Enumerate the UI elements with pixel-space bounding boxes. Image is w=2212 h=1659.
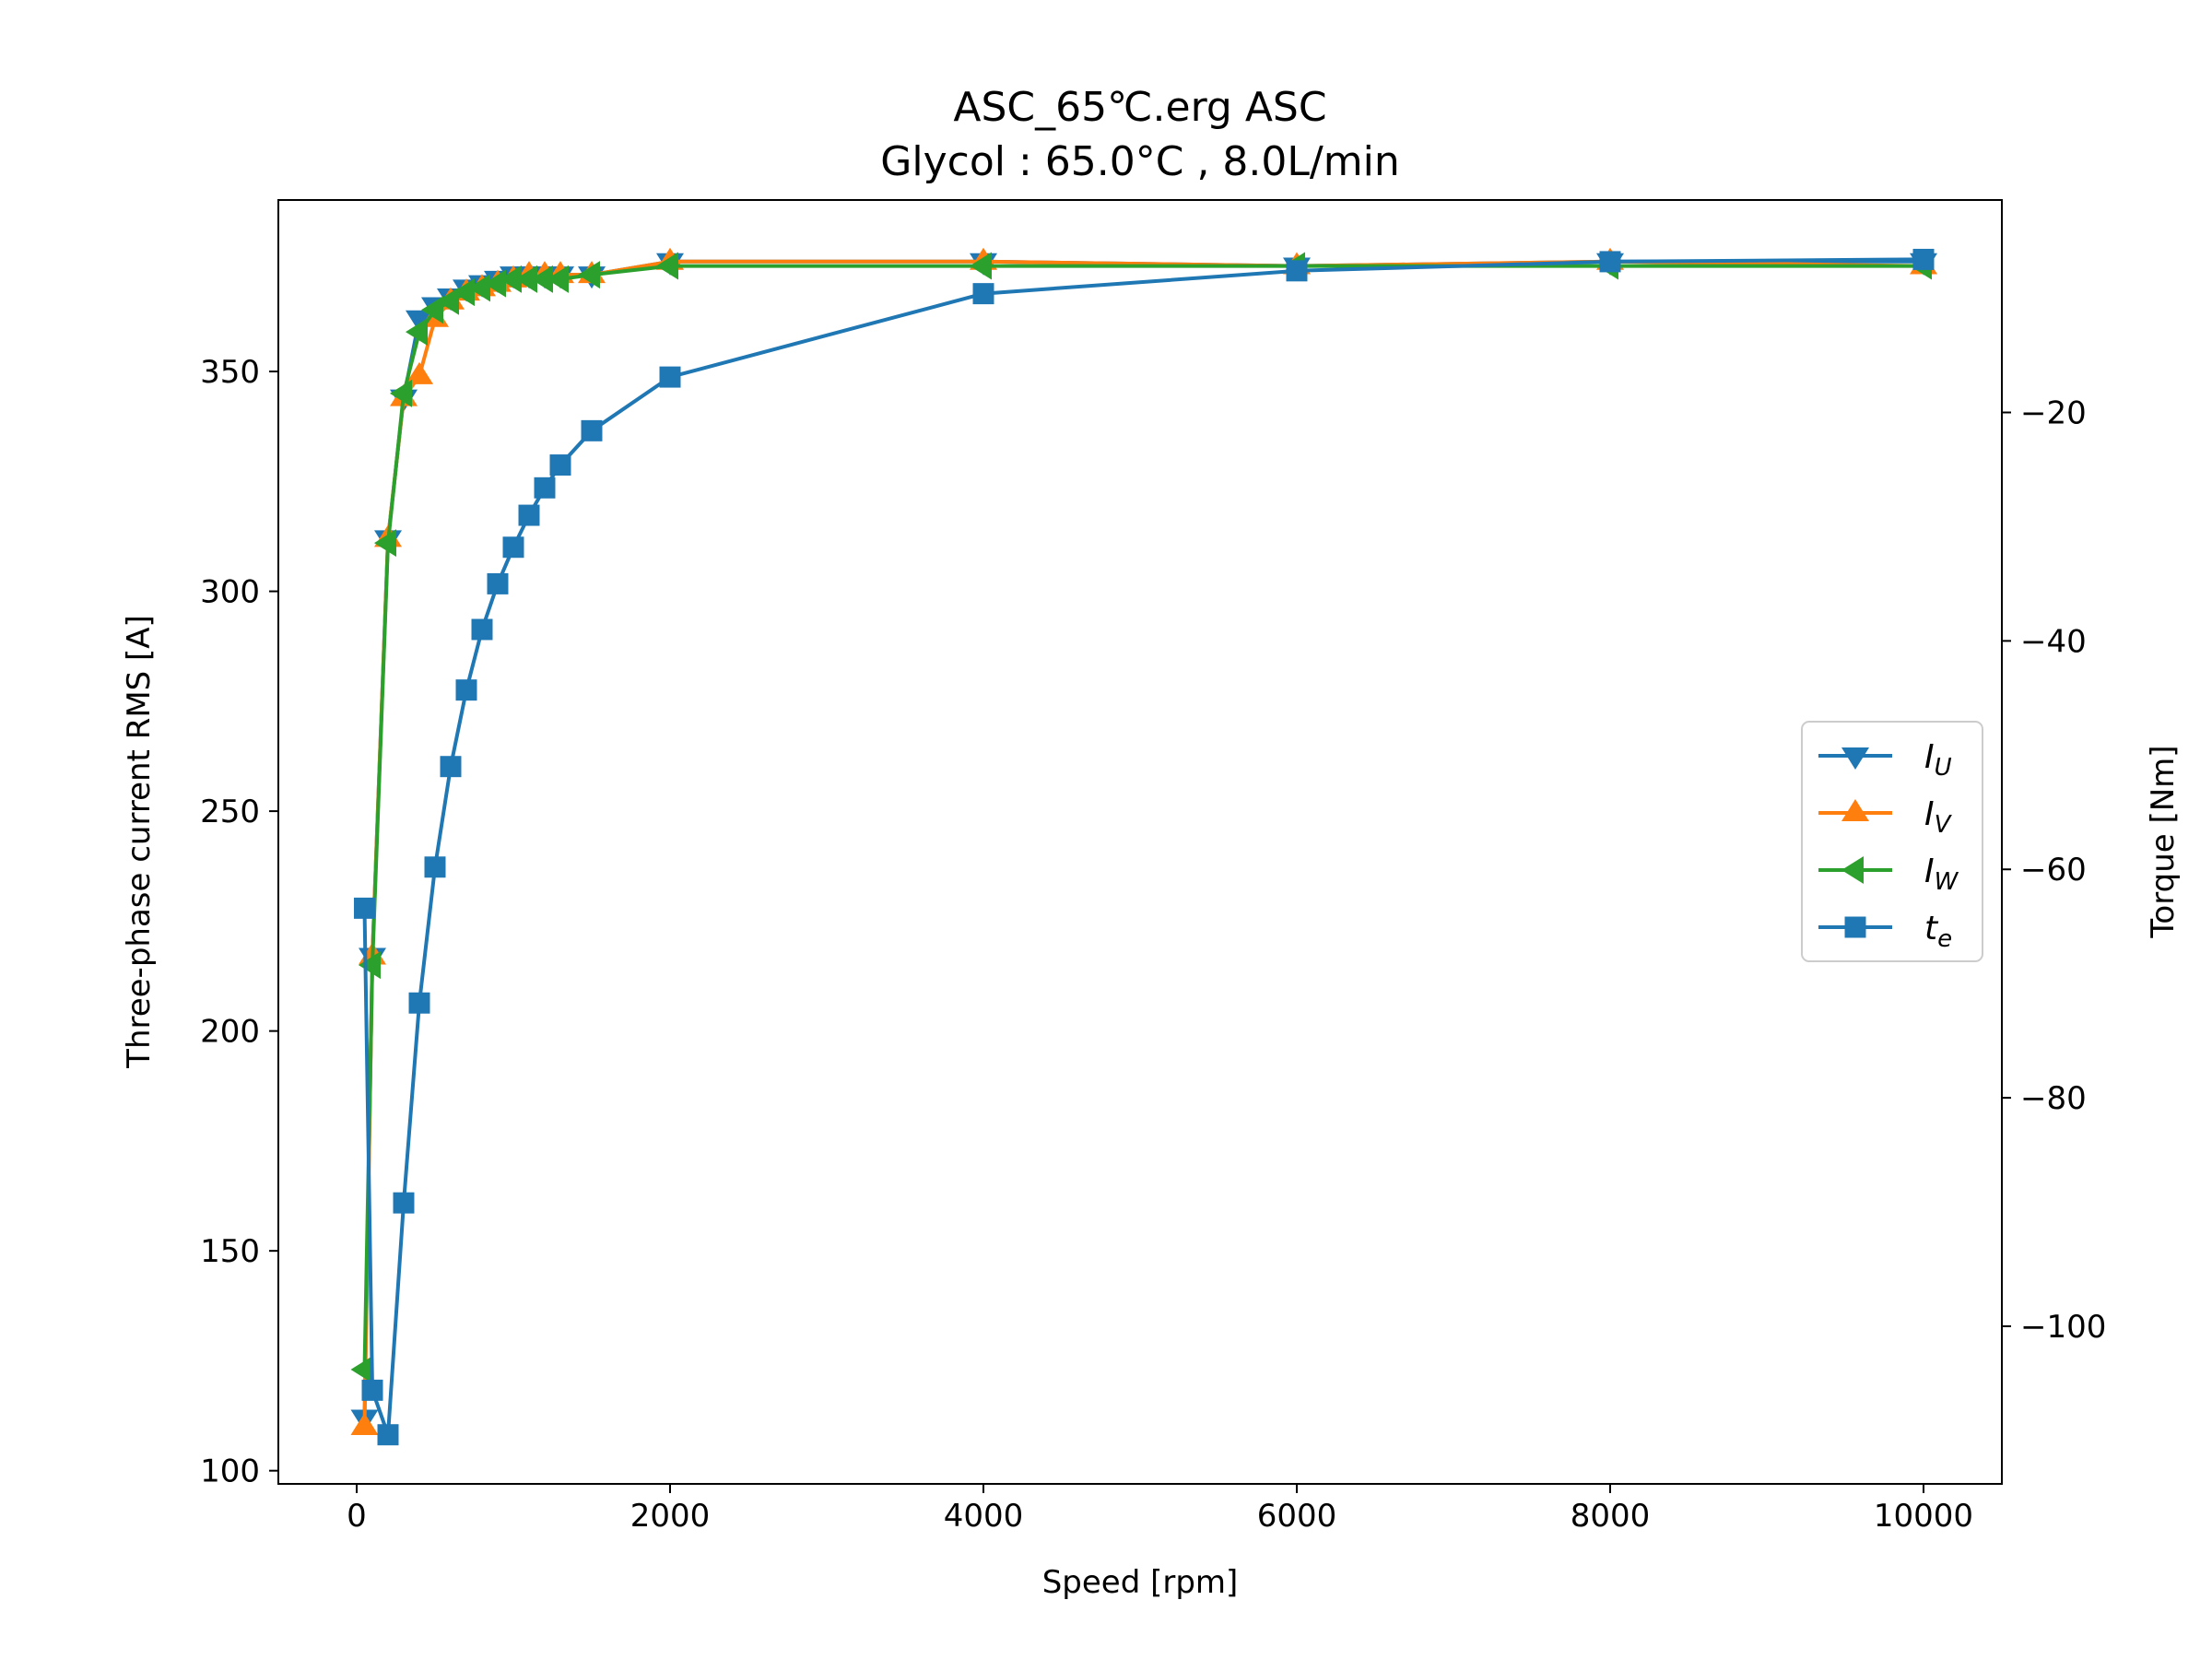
data-point-t-e bbox=[440, 756, 462, 778]
data-point-t-e bbox=[471, 618, 493, 641]
y-right-tick-label: −100 bbox=[2020, 1309, 2106, 1346]
legend-swatch-marker bbox=[1841, 747, 1869, 770]
data-point-i-w bbox=[515, 265, 537, 293]
data-point-t-e bbox=[424, 856, 446, 878]
y-left-tick-label: 350 bbox=[200, 354, 260, 391]
legend-label: te bbox=[1924, 910, 1952, 953]
data-point-t-e bbox=[354, 897, 375, 919]
y-right-tick-label: −20 bbox=[2020, 395, 2087, 432]
data-point-t-e bbox=[1912, 248, 1935, 270]
series-layer bbox=[350, 247, 1937, 1446]
legend-entry-t-e: te bbox=[1818, 910, 1952, 953]
y-left-tick-label: 150 bbox=[200, 1233, 260, 1270]
data-point-t-e bbox=[972, 283, 994, 305]
legend: IU IV IW te bbox=[1801, 721, 1983, 962]
legend-label: IW bbox=[1924, 853, 1959, 896]
data-point-i-w bbox=[374, 529, 396, 558]
data-point-i-w bbox=[578, 261, 600, 289]
data-point-i-w bbox=[531, 265, 553, 293]
data-point-t-e bbox=[1286, 260, 1308, 282]
y-left-tick-label: 200 bbox=[200, 1014, 260, 1051]
data-point-t-e bbox=[581, 419, 603, 441]
data-point-t-e bbox=[487, 572, 509, 594]
data-point-i-w bbox=[453, 278, 475, 307]
y-right-tick-label: −80 bbox=[2020, 1080, 2087, 1117]
x-tick-label: 4000 bbox=[944, 1498, 1024, 1535]
data-point-t-e bbox=[393, 1192, 415, 1214]
data-point-t-e bbox=[1599, 251, 1621, 273]
data-point-i-w bbox=[350, 1355, 373, 1383]
data-point-i-w bbox=[437, 287, 459, 315]
data-point-i-w bbox=[500, 265, 522, 293]
plot-frame bbox=[277, 199, 2003, 1485]
data-point-i-v bbox=[350, 1412, 379, 1435]
data-point-i-w bbox=[390, 379, 412, 407]
data-point-i-w bbox=[359, 951, 381, 980]
legend-swatch-marker bbox=[1844, 916, 1866, 938]
data-point-i-v bbox=[406, 361, 433, 384]
y-axis-right-label: Torque [Nm] bbox=[2145, 745, 2182, 938]
chart-title-line1: ASC_65℃.erg ASC bbox=[953, 84, 1326, 131]
data-point-t-e bbox=[455, 679, 477, 701]
x-tick-label: 10000 bbox=[1874, 1498, 1973, 1535]
data-point-i-w bbox=[468, 274, 490, 302]
legend-label: IV bbox=[1924, 795, 1953, 839]
y-left-tick-label: 300 bbox=[200, 574, 260, 611]
data-point-t-e bbox=[502, 536, 524, 559]
legend-swatch-marker bbox=[1841, 799, 1869, 821]
series-line-t-e bbox=[362, 257, 1924, 1437]
y-left-tick-label: 250 bbox=[200, 794, 260, 830]
data-point-i-w bbox=[547, 265, 569, 293]
legend-entry-i-v: IV bbox=[1818, 795, 1953, 839]
data-point-i-w bbox=[421, 296, 443, 324]
data-point-t-e bbox=[361, 1379, 383, 1401]
x-tick-label: 8000 bbox=[1571, 1498, 1651, 1535]
data-point-i-u bbox=[406, 310, 433, 333]
legend-entry-i-u: IU bbox=[1818, 738, 1952, 782]
ticks-layer: 0 2000 4000 6000 8000 10000 100 150 200 250 300 350… bbox=[200, 354, 2106, 1535]
legend-entry-i-w: IW bbox=[1818, 853, 1959, 896]
x-tick-label: 2000 bbox=[630, 1498, 711, 1535]
y-right-tick-label: −60 bbox=[2020, 852, 2087, 888]
legend-label: IU bbox=[1924, 738, 1952, 782]
data-point-i-w bbox=[484, 269, 506, 298]
data-point-i-w bbox=[406, 318, 428, 347]
y-left-tick-label: 100 bbox=[200, 1453, 260, 1490]
series-t-e bbox=[354, 248, 1935, 1446]
x-tick-label: 0 bbox=[347, 1498, 367, 1535]
y-right-tick-label: −40 bbox=[2020, 623, 2087, 660]
y-axis-left-label: Three-phase current RMS [A] bbox=[121, 615, 158, 1069]
legend-frame bbox=[1801, 721, 1983, 962]
x-tick-label: 6000 bbox=[1257, 1498, 1337, 1535]
x-axis-label: Speed [rpm] bbox=[1042, 1564, 1239, 1601]
data-point-t-e bbox=[534, 477, 556, 499]
chart-title-line2: Glycol : 65.0°C , 8.0L/min bbox=[880, 138, 1399, 185]
legend-swatch-marker bbox=[1841, 856, 1864, 884]
data-point-t-e bbox=[408, 992, 430, 1014]
data-point-t-e bbox=[549, 454, 571, 477]
data-point-t-e bbox=[659, 366, 681, 388]
data-point-t-e bbox=[518, 504, 540, 526]
data-point-t-e bbox=[377, 1424, 399, 1446]
data-point-i-w bbox=[656, 252, 678, 280]
data-point-i-w bbox=[970, 252, 992, 280]
